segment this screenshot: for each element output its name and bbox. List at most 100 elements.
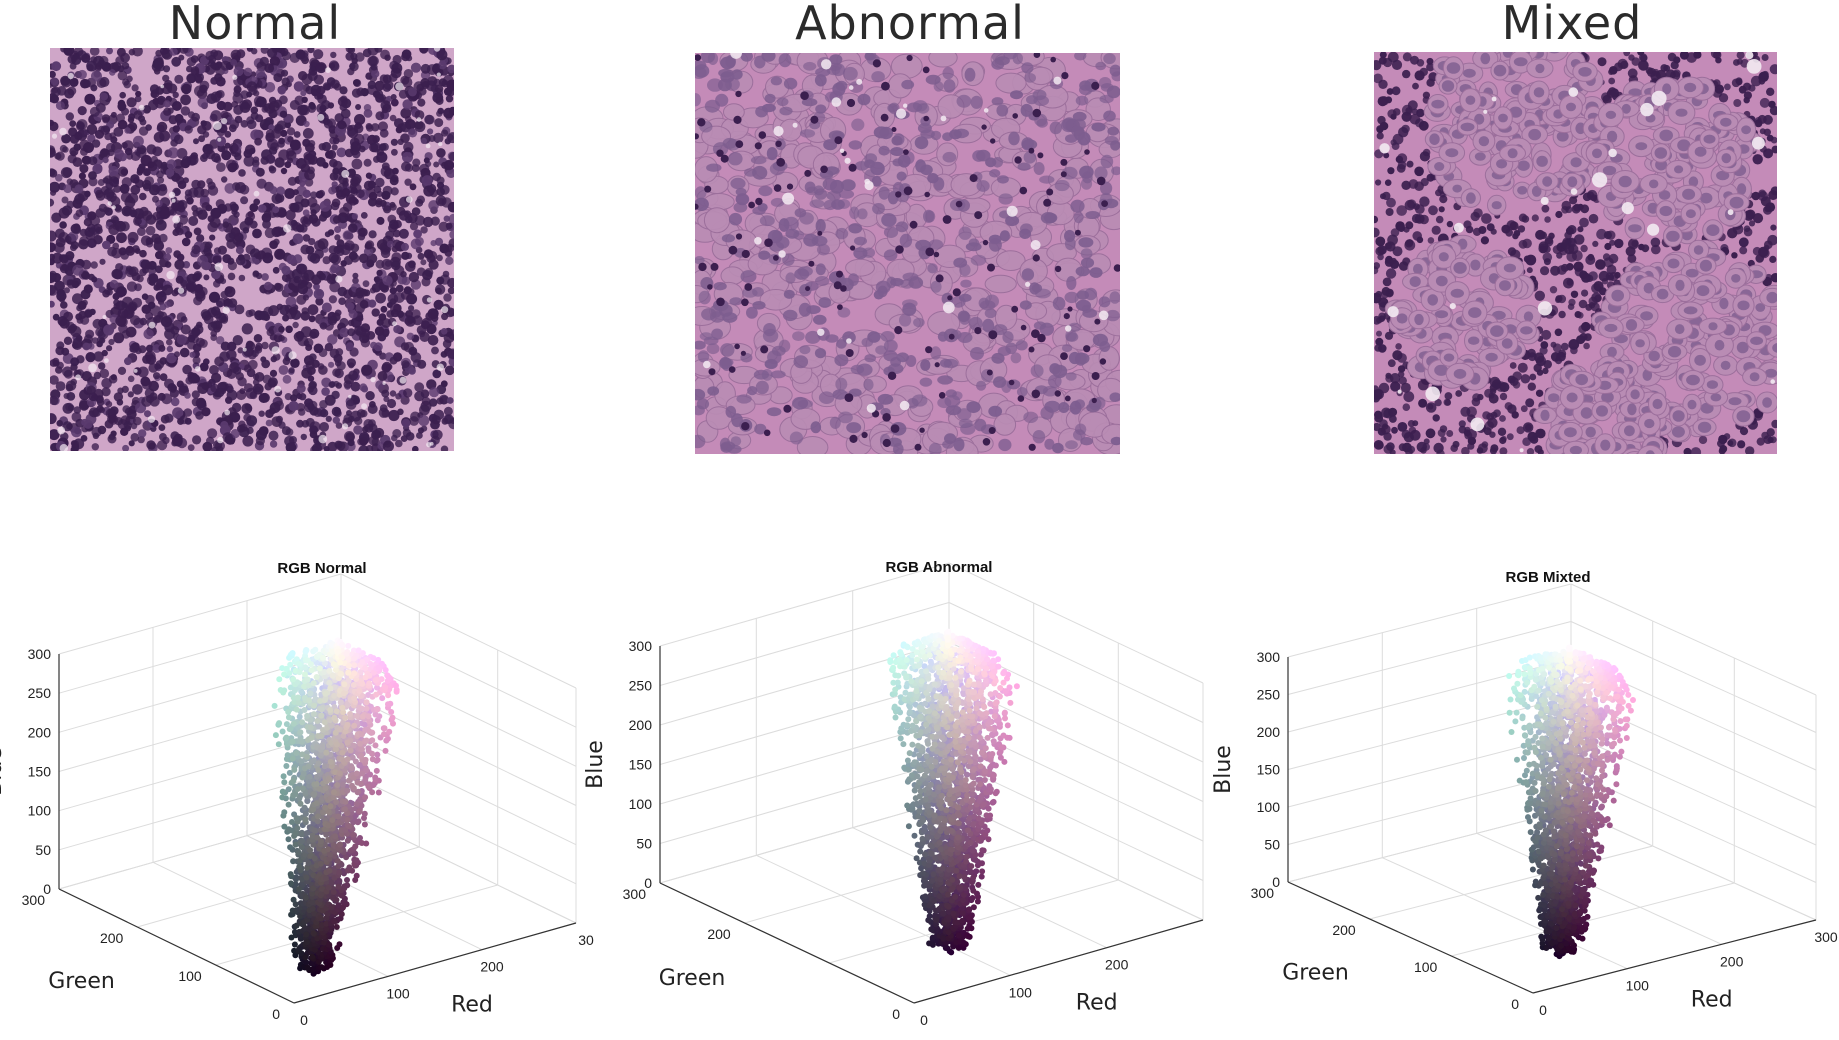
data-point [293,922,300,929]
data-point [936,784,943,791]
data-point [303,959,310,966]
data-point [965,735,972,742]
data-point [956,812,963,819]
data-point [900,741,907,748]
data-point [334,858,341,864]
data-point [314,818,321,825]
data-point [308,667,315,674]
data-point [970,887,977,894]
data-point [299,719,306,726]
data-point [969,847,976,854]
data-point [990,738,997,745]
data-point [323,925,330,932]
data-point [290,896,297,903]
data-point [939,865,946,872]
data-point [330,821,337,828]
data-point [967,758,974,765]
data-point [979,860,985,867]
green-tick-label: 0 [272,1006,280,1022]
data-point [943,807,950,814]
data-point [972,753,979,760]
data-point [338,892,345,899]
z-tick-label: 250 [28,685,52,701]
data-point [337,670,344,677]
data-point [963,853,970,860]
data-point [296,863,303,870]
data-point [347,711,354,717]
data-point [315,767,322,773]
data-point [940,669,947,676]
data-point [978,873,985,880]
data-point [320,654,326,661]
data-point [950,910,957,917]
data-point [287,844,294,851]
data-point [947,800,954,807]
data-point [977,763,984,770]
data-point [954,712,960,719]
data-point [285,786,292,793]
data-point [982,677,989,684]
data-point [328,904,335,911]
data-point [295,694,301,701]
data-point [962,651,969,658]
data-point [319,885,326,892]
z-tick-label: 50 [636,836,652,852]
data-point [362,674,369,681]
data-point [318,964,325,971]
red-tick-label: 100 [386,985,410,1001]
data-point [945,642,951,649]
data-point [318,712,325,719]
data-point [309,953,316,960]
data-point [977,734,983,741]
data-point [309,905,316,912]
data-point [303,830,310,837]
data-point [928,763,935,770]
data-point [887,659,894,665]
data-point [337,841,343,848]
data-point [310,885,317,892]
data-point [953,732,960,739]
data-point [302,816,309,823]
data-point [962,777,969,783]
green-tick-label: 300 [22,892,46,908]
data-point [987,719,993,725]
data-point [336,869,343,876]
data-point [283,734,290,741]
data-point [923,668,930,675]
data-point [331,714,338,721]
data-point [968,925,975,932]
data-point [318,706,325,713]
data-point [344,721,351,728]
green-tick-label: 200 [100,930,124,946]
data-point [954,744,961,751]
data-point [952,893,959,900]
data-point [892,714,899,721]
data-point [335,648,342,655]
data-point [322,690,329,697]
data-point [302,671,308,678]
data-point [983,710,990,717]
data-point [356,808,363,815]
data-point [918,766,925,773]
data-point [350,742,357,749]
data-point [913,855,920,862]
chart-axes [58,654,577,1004]
data-point [913,688,920,695]
data-point [280,689,287,696]
data-point [310,680,317,687]
data-point [361,821,368,828]
data-point [357,835,363,841]
data-point [310,841,317,848]
data-point [932,759,939,765]
data-point [275,741,282,748]
data-point [997,685,1004,691]
data-point [1000,670,1007,677]
data-point [330,889,337,895]
data-point [293,876,299,883]
data-point [903,657,910,663]
data-point [331,918,338,925]
data-point [952,738,959,745]
data-point [374,706,381,713]
data-point [325,884,332,891]
data-point [302,664,309,671]
